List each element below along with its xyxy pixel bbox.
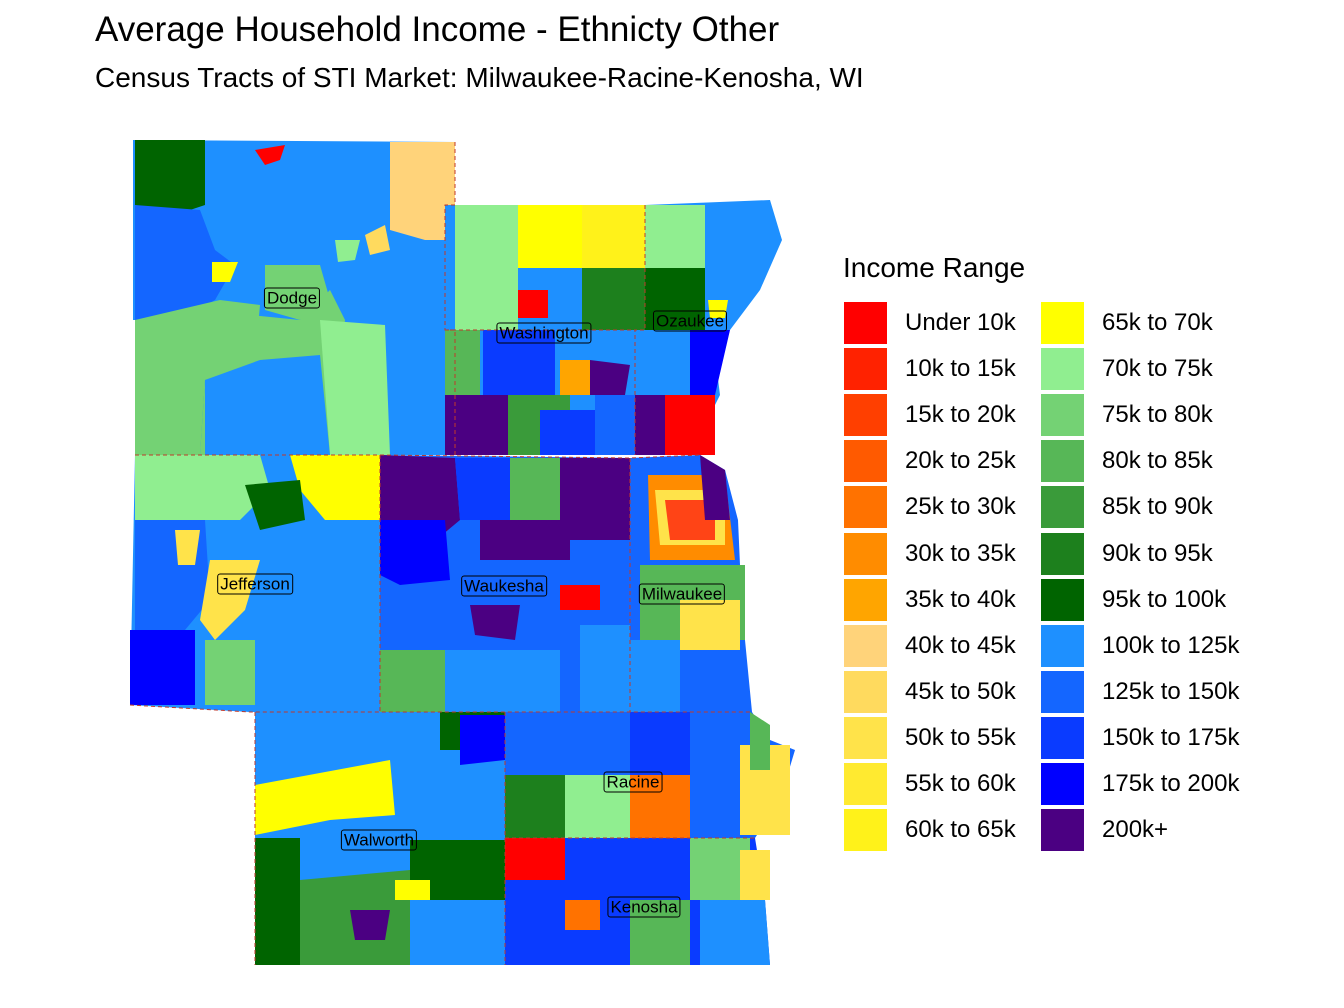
- legend-swatch: [844, 578, 887, 621]
- legend-swatch: [1041, 486, 1084, 529]
- county-label-dodge: Dodge: [263, 287, 321, 309]
- legend-swatch: [1041, 578, 1084, 621]
- legend-label: 60k to 65k: [905, 816, 1016, 844]
- county-label-washington: Washington: [496, 322, 592, 344]
- legend-label: 70k to 75k: [1102, 355, 1213, 383]
- legend-item: 200k+: [1041, 809, 1169, 852]
- legend-swatch: [844, 394, 887, 437]
- legend-label: 175k to 200k: [1102, 770, 1240, 797]
- legend-swatch: [844, 624, 887, 667]
- legend-swatch: [844, 670, 887, 713]
- legend-label: 25k to 30k: [905, 493, 1016, 521]
- legend-swatch: [844, 302, 887, 344]
- legend-title: Income Range: [843, 252, 1026, 283]
- legend-label: 100k to 125k: [1102, 631, 1240, 659]
- legend-label: 45k to 50k: [905, 677, 1016, 705]
- legend-item: 150k to 175k: [1041, 716, 1240, 759]
- legend-swatch: [844, 440, 887, 483]
- legend-label: 200k+: [1102, 816, 1169, 844]
- county-jefferson: [130, 455, 380, 712]
- legend-item: 95k to 100k: [1041, 578, 1227, 621]
- legend-swatch: [844, 763, 887, 805]
- legend-swatch: [844, 716, 887, 759]
- legend-label: 30k to 35k: [905, 539, 1016, 567]
- county-label-milwaukee: Milwaukee: [638, 583, 726, 605]
- legend-swatch: [844, 348, 887, 391]
- legend-swatch: [844, 532, 887, 575]
- legend-item: 10k to 15k: [844, 348, 1016, 391]
- county-ozaukee: [635, 200, 782, 455]
- county-waukesha: [380, 455, 630, 712]
- map-subtitle: Census Tracts of STI Market: Milwaukee-R…: [95, 62, 864, 93]
- legend-label: 15k to 20k: [905, 401, 1016, 429]
- legend-item: 125k to 150k: [1041, 670, 1240, 713]
- legend-label: 50k to 55k: [905, 723, 1016, 751]
- county-label-jefferson: Jefferson: [217, 573, 293, 595]
- legend-swatch: [1041, 716, 1084, 759]
- legend-item: 40k to 45k: [844, 624, 1016, 667]
- legend-item: 65k to 70k: [1041, 302, 1213, 344]
- legend-label: 40k to 45k: [905, 631, 1016, 659]
- legend-item: 20k to 25k: [844, 440, 1016, 483]
- legend-swatch: [1041, 670, 1084, 713]
- legend-label: 125k to 150k: [1102, 677, 1240, 705]
- legend-item: 90k to 95k: [1041, 532, 1213, 575]
- legend-swatch: [1041, 348, 1084, 391]
- legend-item: 35k to 40k: [844, 578, 1016, 621]
- legend-swatch: [1041, 532, 1084, 575]
- legend-swatch: [844, 809, 887, 852]
- legend-label: 80k to 85k: [1102, 447, 1213, 475]
- legend-label: 150k to 175k: [1102, 723, 1240, 751]
- county-racine: [505, 712, 795, 838]
- legend-item: 80k to 85k: [1041, 440, 1213, 483]
- legend-item: 55k to 60k: [844, 763, 1016, 805]
- legend-item: 85k to 90k: [1041, 486, 1213, 529]
- legend-item: Under 10k: [844, 302, 1016, 344]
- legend-label: 35k to 40k: [905, 585, 1016, 613]
- legend-label: Under 10k: [905, 309, 1016, 336]
- legend-item: 50k to 55k: [844, 716, 1016, 759]
- legend-item: 15k to 20k: [844, 394, 1016, 437]
- legend-item: 100k to 125k: [1041, 624, 1240, 667]
- legend-swatch: [1041, 394, 1084, 437]
- county-boundaries: [129, 142, 755, 965]
- legend-item: 25k to 30k: [844, 486, 1016, 529]
- legend-label: 75k to 80k: [1102, 401, 1213, 429]
- county-kenosha: [505, 838, 770, 965]
- legend-item: 60k to 65k: [844, 809, 1016, 852]
- legend-swatch: [1041, 440, 1084, 483]
- legend-label: 85k to 90k: [1102, 493, 1213, 521]
- legend-swatch: [1041, 763, 1084, 805]
- county-label-waukesha: Waukesha: [461, 575, 547, 597]
- legend-item: 45k to 50k: [844, 670, 1016, 713]
- legend-label: 65k to 70k: [1102, 309, 1213, 336]
- legend-item: 75k to 80k: [1041, 394, 1213, 437]
- legend-swatch: [1041, 624, 1084, 667]
- county-label-ozaukee: Ozaukee: [652, 310, 728, 332]
- map-title: Average Household Income - Ethnicty Othe…: [95, 10, 780, 49]
- legend-label: 90k to 95k: [1102, 539, 1213, 567]
- choropleth-map: [129, 140, 795, 965]
- legend-swatch: [844, 486, 887, 529]
- legend-swatch: [1041, 809, 1084, 852]
- county-label-kenosha: Kenosha: [607, 896, 681, 918]
- county-walworth: [255, 712, 505, 965]
- legend-label: 55k to 60k: [905, 770, 1016, 797]
- county-label-racine: Racine: [603, 771, 663, 793]
- county-dodge: [133, 140, 455, 455]
- legend-item: 30k to 35k: [844, 532, 1016, 575]
- county-label-walworth: Walworth: [340, 829, 418, 851]
- legend-item: 175k to 200k: [1041, 763, 1239, 805]
- legend-swatch: [1041, 302, 1084, 344]
- legend-item: 70k to 75k: [1041, 348, 1213, 391]
- legend-label: 95k to 100k: [1102, 585, 1227, 613]
- legend-label: 20k to 25k: [905, 447, 1016, 475]
- legend-label: 10k to 15k: [905, 355, 1016, 383]
